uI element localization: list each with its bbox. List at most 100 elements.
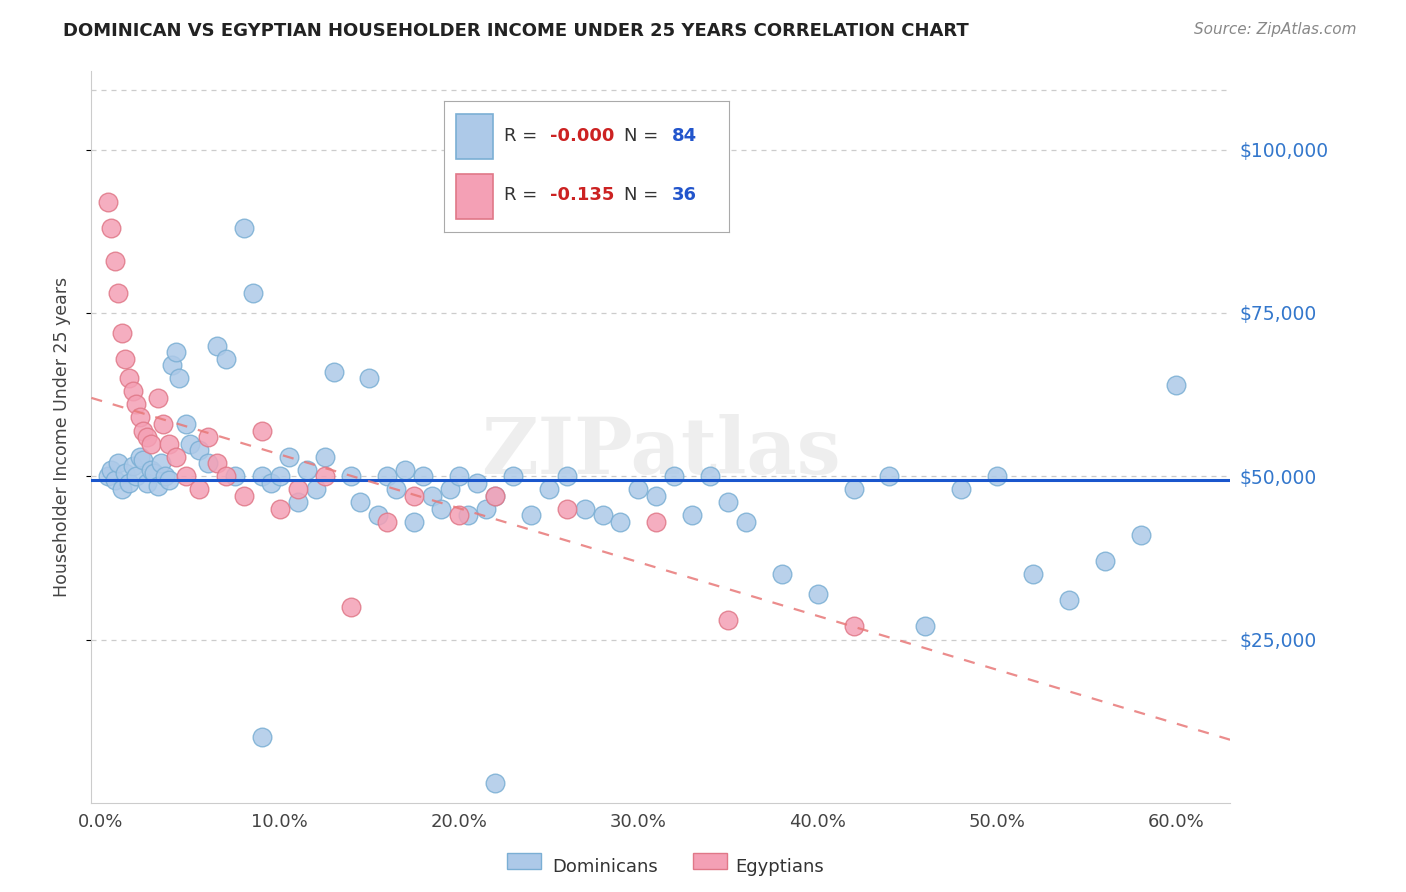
Point [367, 508, 389, 523]
Point [160, 358, 183, 372]
Point [340, 599, 363, 614]
Point [188, 443, 211, 458]
Point [447, 469, 470, 483]
Point [1129, 528, 1152, 542]
Point [879, 469, 901, 483]
Point [165, 345, 187, 359]
Point [314, 450, 336, 464]
Point [394, 463, 416, 477]
Point [295, 463, 318, 477]
Point [205, 456, 228, 470]
Point [385, 483, 408, 497]
Point [111, 483, 134, 497]
Text: Dominicans: Dominicans [553, 858, 658, 876]
Point [260, 475, 283, 490]
Point [269, 502, 291, 516]
Point [555, 469, 578, 483]
Point [139, 436, 162, 450]
Point [375, 469, 398, 483]
Point [287, 495, 309, 509]
Point [484, 489, 506, 503]
Point [520, 508, 543, 523]
Point [100, 463, 122, 477]
Point [136, 475, 159, 490]
Y-axis label: Householder Income Under 25 years: Householder Income Under 25 years [52, 277, 70, 597]
Point [717, 495, 740, 509]
Text: DOMINICAN VS EGYPTIAN HOUSEHOLDER INCOME UNDER 25 YEARS CORRELATION CHART: DOMINICAN VS EGYPTIAN HOUSEHOLDER INCOME… [63, 22, 969, 40]
Point [215, 351, 238, 366]
Point [179, 436, 201, 450]
Point [269, 469, 291, 483]
Point [645, 515, 668, 529]
Point [188, 483, 211, 497]
Point [118, 475, 141, 490]
Point [349, 495, 371, 509]
Point [430, 502, 453, 516]
Point [447, 508, 470, 523]
Point [100, 221, 122, 235]
Text: Egyptians: Egyptians [735, 858, 824, 876]
Point [176, 417, 198, 431]
Point [250, 731, 273, 745]
Point [340, 469, 363, 483]
Point [125, 397, 148, 411]
Point [104, 473, 127, 487]
Point [484, 776, 506, 790]
Point [555, 502, 578, 516]
Point [681, 508, 703, 523]
Point [169, 371, 191, 385]
Point [104, 253, 127, 268]
Point [420, 489, 443, 503]
Point [359, 371, 381, 385]
Point [1166, 377, 1188, 392]
Point [114, 466, 136, 480]
Point [146, 479, 169, 493]
Point [205, 338, 228, 352]
FancyBboxPatch shape [508, 853, 541, 869]
Point [143, 466, 166, 480]
Point [153, 469, 176, 483]
Point [125, 469, 148, 483]
Point [475, 502, 498, 516]
Point [412, 469, 434, 483]
Point [150, 456, 173, 470]
Point [457, 508, 479, 523]
Point [250, 424, 273, 438]
Point [107, 456, 129, 470]
Point [152, 417, 174, 431]
Point [224, 469, 246, 483]
Point [114, 351, 136, 366]
Point [735, 515, 758, 529]
Point [537, 483, 560, 497]
Point [404, 489, 426, 503]
Point [139, 463, 162, 477]
Point [197, 456, 219, 470]
Point [375, 515, 398, 529]
Point [914, 619, 936, 633]
Point [404, 515, 426, 529]
Point [232, 221, 254, 235]
Point [242, 286, 264, 301]
Point [1094, 554, 1116, 568]
Point [250, 469, 273, 483]
Point [215, 469, 238, 483]
Point [121, 384, 143, 399]
Point [232, 489, 254, 503]
Point [146, 391, 169, 405]
Point [314, 469, 336, 483]
Point [118, 371, 141, 385]
Point [107, 286, 129, 301]
Text: Source: ZipAtlas.com: Source: ZipAtlas.com [1194, 22, 1357, 37]
Point [277, 450, 299, 464]
Point [664, 469, 686, 483]
Point [842, 483, 865, 497]
Point [986, 469, 1008, 483]
Point [1057, 593, 1080, 607]
Point [136, 430, 159, 444]
Point [322, 365, 344, 379]
Point [165, 450, 187, 464]
Point [132, 453, 155, 467]
Point [96, 194, 118, 209]
FancyBboxPatch shape [693, 853, 727, 869]
Point [465, 475, 488, 490]
